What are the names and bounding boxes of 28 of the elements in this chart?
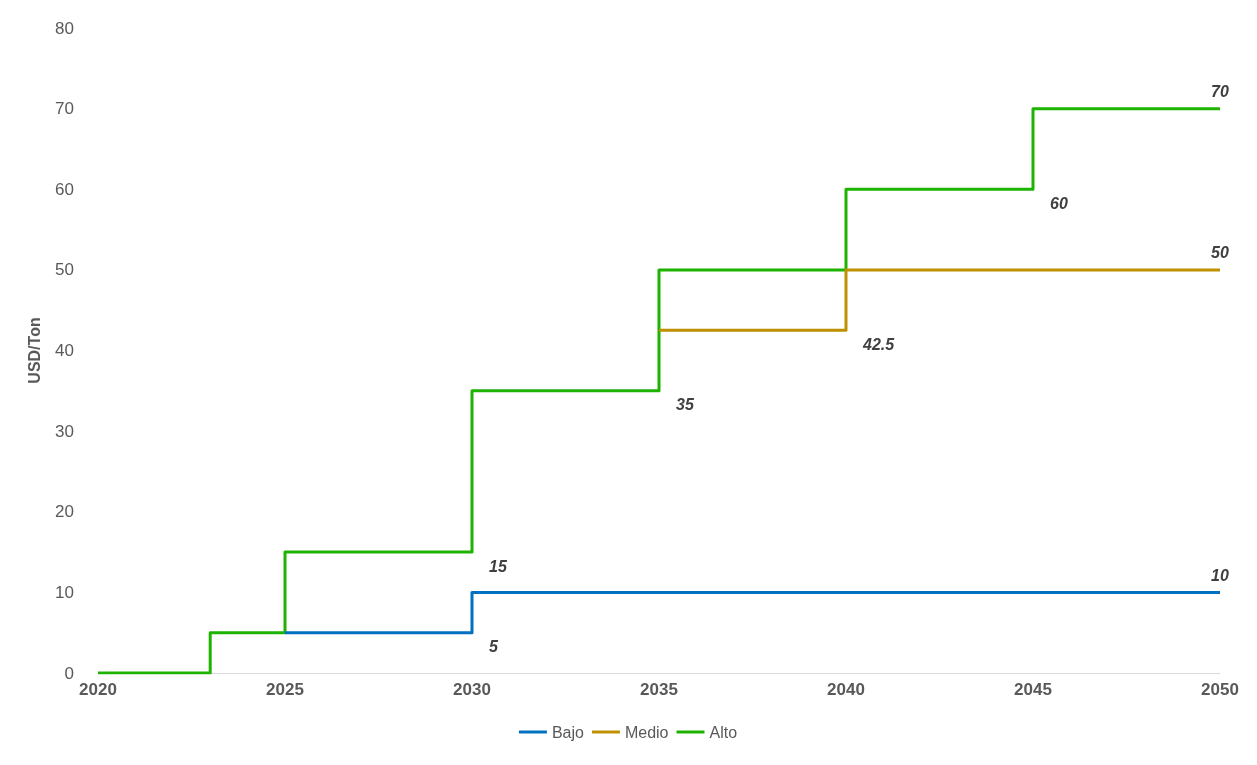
- y-tick-label: 50: [55, 260, 74, 280]
- data-label: 5: [489, 638, 499, 656]
- data-label: 15: [489, 557, 508, 575]
- legend-label: Alto: [709, 723, 738, 741]
- data-label: 42.5: [862, 335, 896, 353]
- x-tick-label: 2045: [1014, 680, 1052, 699]
- y-tick-label: 30: [55, 421, 74, 441]
- y-tick-label: 20: [55, 502, 74, 522]
- x-tick-label: 2030: [453, 680, 491, 699]
- x-tick-label: 2050: [1201, 680, 1239, 699]
- y-axis-title: USD/Ton: [25, 317, 43, 384]
- legend-label: Bajo: [551, 723, 585, 741]
- data-label: 50: [1211, 244, 1229, 262]
- y-tick-label: 10: [55, 582, 74, 602]
- y-tick-label: 80: [55, 18, 74, 38]
- y-tick-label: 0: [64, 663, 74, 683]
- data-label: 10: [1211, 566, 1229, 584]
- y-tick-label: 60: [55, 179, 74, 199]
- y-tick-label: 70: [55, 99, 74, 119]
- x-tick-label: 2025: [266, 680, 304, 699]
- x-tick-label: 2020: [79, 680, 117, 699]
- data-label: 70: [1211, 83, 1229, 101]
- x-tick-label: 2040: [827, 680, 865, 699]
- y-tick-label: 40: [55, 341, 74, 360]
- data-label: 35: [676, 396, 695, 414]
- x-tick-label: 2035: [640, 680, 678, 699]
- data-label: 60: [1050, 194, 1068, 212]
- legend-label: Medio: [624, 723, 669, 741]
